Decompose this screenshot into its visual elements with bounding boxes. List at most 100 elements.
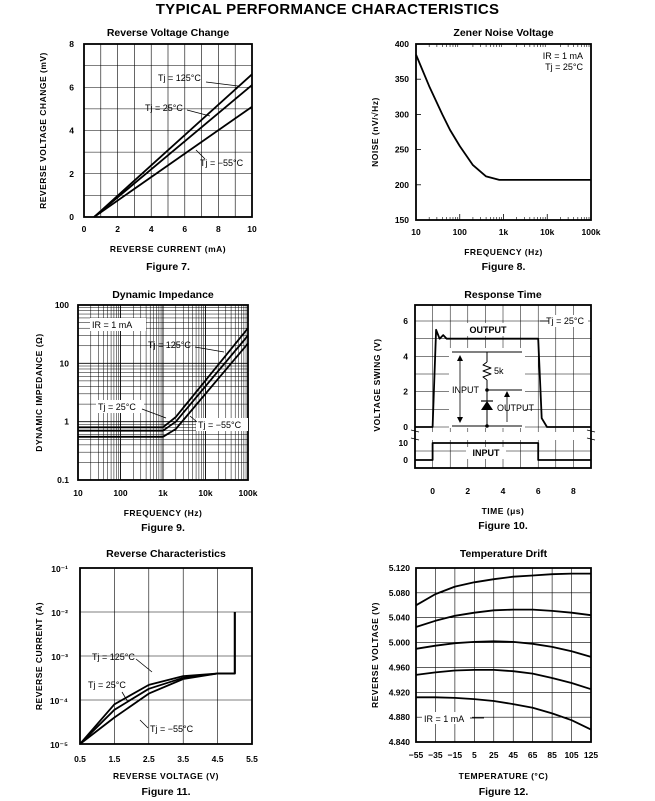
leader-line: [139, 719, 149, 729]
y-tick-label: 5.040: [389, 613, 411, 623]
x-tick-label: 100k: [239, 488, 258, 498]
leader-line: [186, 109, 211, 117]
x-tick-label: 1k: [499, 227, 509, 237]
y-tick-label: 400: [395, 39, 409, 49]
x-tick-label: 8: [216, 224, 221, 234]
x-tick-label: 4: [501, 486, 506, 496]
series-line: [415, 54, 591, 181]
annotation-label: Tj = 125°C: [158, 73, 201, 83]
series-line: [78, 334, 249, 432]
x-tick-label: 45: [508, 750, 518, 760]
y-tick-label: 0: [69, 212, 74, 222]
leader-line: [205, 81, 239, 87]
x-axis-label: REVERSE VOLTAGE (V): [113, 771, 219, 781]
x-tick-label: −35: [428, 750, 443, 760]
y-tick-label: 0.1: [57, 475, 69, 485]
annotation-label: IR = 1 mA: [424, 714, 464, 724]
series-line: [415, 640, 592, 658]
x-tick-label: 3.5: [177, 754, 189, 764]
figure-label: Figure 11.: [141, 786, 190, 798]
junction-dot: [485, 424, 489, 428]
figure-label: Figure 10.: [478, 520, 528, 532]
series-line: [415, 608, 592, 628]
y-tick-label: 100: [55, 300, 69, 310]
x-axis-label: FREQUENCY (Hz): [464, 247, 543, 257]
annotation-label: Tj = −55°C: [198, 420, 242, 430]
x-tick-label: 25: [489, 750, 499, 760]
x-axis-label: TIME (μs): [482, 506, 525, 516]
y-tick-label: 6: [69, 82, 74, 92]
y-tick-label: 10⁻¹: [51, 564, 68, 574]
x-axis-label: TEMPERATURE (°C): [459, 771, 549, 781]
y-axis-label: REVERSE VOLTAGE (V): [370, 602, 380, 708]
annotation-bg: [466, 447, 506, 459]
y-tick-label: 10⁻³: [51, 652, 68, 662]
annotation-bg: [422, 712, 472, 724]
y-tick-label: 6: [403, 316, 408, 326]
annotation-label: Tj = 25°C: [98, 402, 136, 412]
x-tick-label: 10k: [198, 488, 212, 498]
series-line: [93, 73, 253, 218]
x-axis-label: FREQUENCY (Hz): [124, 508, 203, 518]
break-mark: [586, 437, 596, 441]
annotation-label: OUTPUT: [470, 325, 508, 335]
x-tick-label: 100: [113, 488, 127, 498]
x-tick-label: 10: [247, 224, 257, 234]
x-tick-label: −15: [448, 750, 463, 760]
series-line: [93, 105, 253, 218]
annotation-label: Tj = 25°C: [88, 680, 126, 690]
series-line: [415, 328, 591, 428]
annotation-label: Tj = 25°C: [145, 103, 183, 113]
x-tick-label: 5.5: [246, 754, 258, 764]
y-tick-label: 0: [403, 422, 408, 432]
x-tick-label: 6: [536, 486, 541, 496]
x-tick-label: 4.5: [212, 754, 224, 764]
annotation-label: Tj = 25°C: [546, 316, 584, 326]
annotation-bg: [548, 315, 588, 327]
x-tick-label: 2.5: [143, 754, 155, 764]
y-tick-label: 5.080: [389, 588, 411, 598]
y-tick-label: 4: [69, 126, 74, 136]
plot-frame: [414, 304, 592, 469]
y-tick-label: 10⁻⁴: [50, 696, 68, 706]
chart-title: Reverse Characteristics: [106, 548, 226, 560]
chart-title: Zener Noise Voltage: [453, 27, 553, 39]
chart-title: Reverse Voltage Change: [107, 27, 230, 39]
annotation-label: Tj = 125°C: [92, 652, 135, 662]
leader-line: [194, 346, 225, 353]
y-tick-label: 5.000: [389, 638, 411, 648]
y-axis-label: NOISE (nV/√Hz): [370, 97, 380, 167]
series-line: [78, 342, 249, 438]
axis-break: [416, 432, 590, 440]
series-line: [415, 442, 591, 461]
leader-line: [135, 658, 153, 673]
y-tick-label: 4: [403, 351, 408, 361]
y-axis-label: VOLTAGE SWING (V): [372, 338, 382, 431]
x-tick-label: 85: [547, 750, 557, 760]
plot-frame: [79, 567, 253, 745]
series-line: [416, 696, 592, 731]
figure-label: Figure 9.: [141, 522, 185, 534]
chart-title: Dynamic Impedance: [112, 289, 214, 301]
series-line: [415, 669, 592, 691]
figure-label: Figure 7.: [146, 261, 190, 273]
break-mark: [410, 437, 420, 441]
plot-frame: [77, 304, 249, 481]
x-tick-label: 125: [584, 750, 598, 760]
annotation-label: Tj = −55°C: [150, 724, 194, 734]
chart-title: Temperature Drift: [460, 548, 548, 560]
chart-title: Response Time: [464, 289, 542, 301]
annotation-label: Tj = −55°C: [200, 158, 244, 168]
y-tick-label: 1: [64, 417, 69, 427]
x-tick-label: 6: [182, 224, 187, 234]
x-tick-label: 2: [115, 224, 120, 234]
series-line: [79, 612, 236, 745]
y-tick-label: 10: [60, 358, 70, 368]
y-tick-label: 0: [403, 455, 408, 465]
annotation-label: Tj = 25°C: [545, 62, 583, 72]
figure-label: Figure 12.: [479, 786, 529, 798]
x-tick-label: 2: [465, 486, 470, 496]
annotation-bg: [90, 318, 146, 331]
x-tick-label: 0: [430, 486, 435, 496]
